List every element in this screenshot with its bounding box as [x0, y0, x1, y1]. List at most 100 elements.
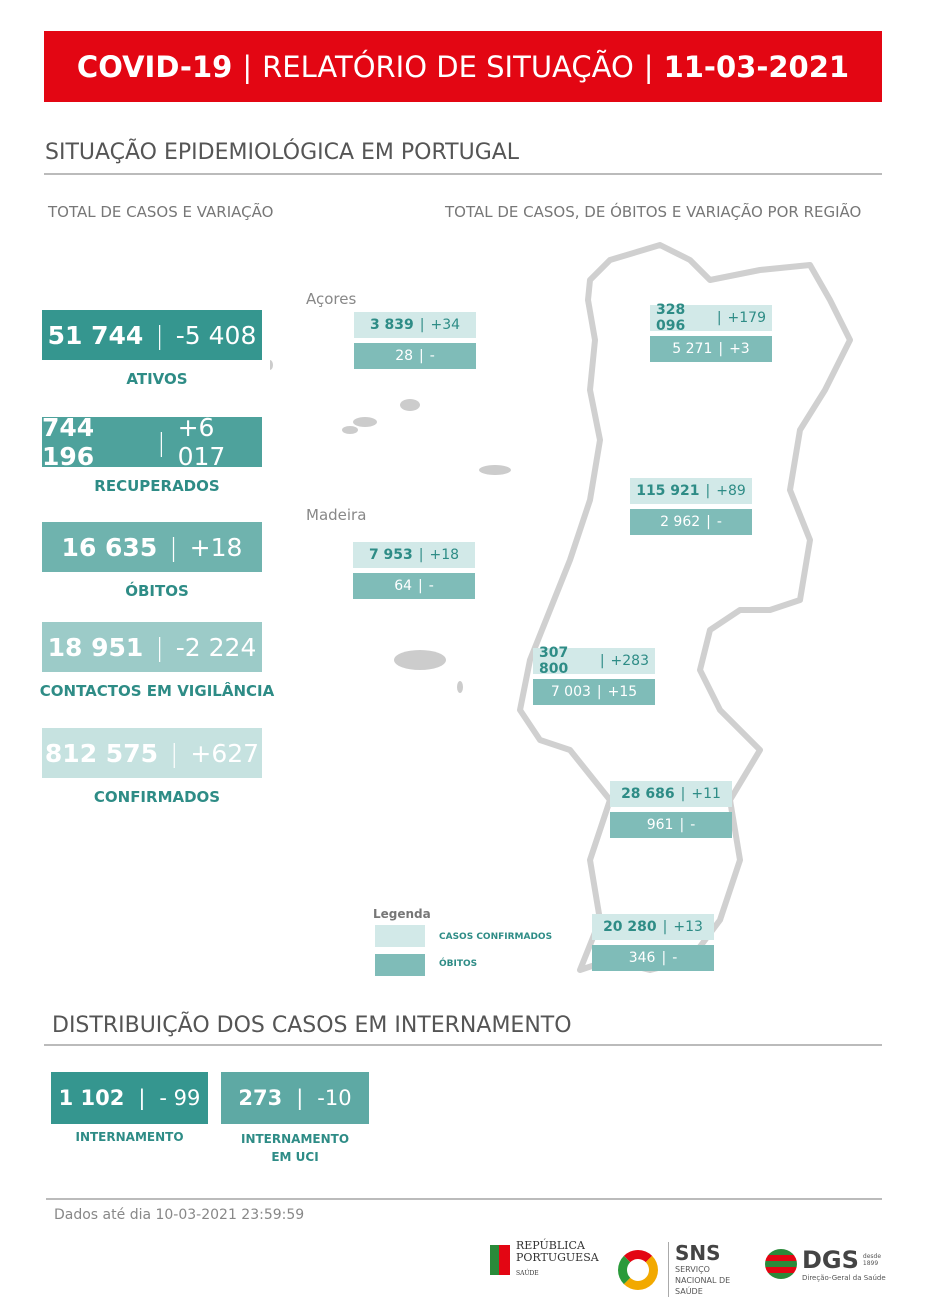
kpi-value: 812 575	[44, 738, 158, 768]
region-cases: 20 280 | +13	[592, 914, 714, 940]
cases-value: 115 921	[636, 483, 700, 499]
sep: |	[157, 427, 166, 457]
kpi-box: 51 744 | -5 408	[42, 310, 262, 360]
deaths-delta: +15	[607, 684, 638, 700]
cases-delta: +34	[430, 317, 461, 333]
legend-label-deaths: ÓBITOS	[439, 959, 478, 969]
hosp-value: 1 102	[58, 1086, 125, 1110]
hosp-label-1: INTERNAMENTO	[75, 1130, 184, 1144]
sns-ring-icon	[618, 1249, 658, 1290]
cases-delta: +283	[610, 653, 649, 669]
flag-icon	[490, 1245, 510, 1275]
divider	[44, 173, 882, 175]
cases-value: 28 686	[621, 786, 675, 802]
region-deaths: 64 | -	[353, 573, 475, 599]
kpi-box: 16 635 | +18	[42, 522, 262, 572]
kpi-box: 812 575 | +627	[42, 728, 262, 778]
kpi-label: CONTACTOS EM VIGILÂNCIA	[39, 682, 275, 700]
region-deaths: 28 | -	[354, 343, 476, 369]
cases-delta: +13	[673, 919, 703, 935]
region-deaths: 7 003 | +15	[533, 679, 655, 705]
kpi-box: 744 196 | +6 017	[42, 413, 262, 471]
hosp-label-2: EM UCI	[271, 1150, 319, 1164]
deaths-delta: +3	[729, 341, 750, 357]
legend-title: Legenda	[373, 907, 431, 921]
kpi-label: ÓBITOS	[125, 582, 189, 600]
legend-swatch-deaths	[375, 954, 425, 976]
cases-delta: +179	[727, 310, 766, 326]
data-timestamp: Dados até dia 10-03-2021 23:59:59	[54, 1207, 305, 1223]
logo-dgs: DGS desde 1899 Direção-Geral da Saúde	[765, 1246, 886, 1282]
dgs-globe-icon	[765, 1249, 797, 1279]
deaths-value: 28	[395, 348, 414, 364]
left-subtitle: TOTAL DE CASOS E VARIAÇÃO	[48, 203, 274, 221]
kpi-box: 18 951 | -2 224	[42, 622, 262, 672]
sep: |	[169, 532, 178, 562]
region-cases: 7 953 | +18	[353, 542, 475, 568]
section-title: SITUAÇÃO EPIDEMIOLÓGICA EM PORTUGAL	[45, 140, 520, 165]
region-deaths: 5 271 | +3	[650, 336, 772, 362]
legend-swatch-confirmed	[375, 925, 425, 947]
deaths-value: 7 003	[550, 684, 591, 700]
cases-value: 20 280	[603, 919, 657, 935]
deaths-delta: -	[429, 348, 435, 364]
sep: |	[643, 49, 654, 84]
sns-sub: SERVIÇO NACIONAL DE SAÚDE	[675, 1265, 731, 1296]
sep: |	[155, 320, 164, 350]
deaths-value: 5 271	[672, 341, 713, 357]
right-subtitle: TOTAL DE CASOS, DE ÓBITOS E VARIAÇÃO POR…	[445, 203, 862, 221]
legend-label-confirmed: CASOS CONFIRMADOS	[439, 932, 553, 942]
kpi-value: 18 951	[47, 632, 144, 662]
deaths-delta: -	[690, 817, 696, 833]
sep: |	[242, 49, 253, 84]
kpi-value: 51 744	[47, 320, 144, 350]
cases-delta: +11	[691, 786, 721, 802]
deaths-delta: -	[716, 514, 722, 530]
cases-delta: +18	[429, 547, 460, 563]
dgs-since: desde 1899	[862, 1253, 882, 1267]
logo-sns: SNS SERVIÇO NACIONAL DE SAÚDE	[618, 1242, 750, 1297]
region-deaths: 2 962 | -	[630, 509, 752, 535]
region-cases: 28 686 | +11	[610, 781, 732, 807]
kpi-delta: -5 408	[175, 320, 257, 350]
portugal-map	[270, 242, 853, 973]
deaths-delta: -	[672, 950, 678, 966]
dgs-text: DGS	[802, 1246, 859, 1274]
cases-delta: +89	[716, 483, 746, 499]
region-cases: 3 839 | +34	[354, 312, 476, 338]
kpi-delta: -2 224	[175, 632, 257, 662]
hosp-delta: - 99	[159, 1086, 201, 1110]
hosp-box: 273 | -10	[221, 1072, 369, 1124]
cases-value: 3 839	[369, 317, 414, 333]
sep: |	[296, 1086, 304, 1110]
region-deaths: 961 | -	[610, 812, 732, 838]
dgs-sub: Direção-Geral da Saúde	[802, 1274, 886, 1282]
logo-republica-portuguesa: REPÚBLICA PORTUGUESA SAÚDE	[490, 1239, 599, 1280]
hosp-label: INTERNAMENTO EM UCI	[221, 1132, 369, 1164]
cases-value: 307 800	[539, 645, 569, 677]
deaths-value: 2 962	[660, 514, 701, 530]
hosp-box: 1 102 | - 99	[51, 1072, 208, 1124]
rp-text: REPÚBLICA PORTUGUESA	[516, 1239, 599, 1264]
cases-value: 328 096	[656, 302, 686, 334]
section2-title: DISTRIBUIÇÃO DOS CASOS EM INTERNAMENTO	[52, 1013, 572, 1038]
header-title: COVID-19	[76, 49, 233, 84]
sns-text: SNS	[675, 1241, 721, 1265]
rp-sub: SAÚDE	[516, 1270, 539, 1277]
deaths-value: 961	[646, 817, 674, 833]
kpi-label: RECUPERADOS	[94, 477, 220, 495]
region-cases: 115 921 | +89	[630, 478, 752, 504]
region-deaths: 346 | -	[592, 945, 714, 971]
hosp-value: 273	[238, 1086, 283, 1110]
header-banner: COVID-19 | RELATÓRIO DE SITUAÇÃO | 11-03-2…	[44, 31, 882, 102]
hosp-label: INTERNAMENTO	[51, 1130, 208, 1148]
region-name-madeira: Madeira	[306, 506, 367, 524]
hosp-delta: -10	[317, 1086, 352, 1110]
kpi-delta: +6 017	[177, 413, 226, 471]
sep: |	[155, 632, 164, 662]
header-subtitle: RELATÓRIO DE SITUAÇÃO	[262, 49, 634, 84]
deaths-delta: -	[428, 578, 434, 594]
header-date: 11-03-2021	[663, 49, 850, 84]
region-cases: 328 096 | +179	[650, 302, 772, 334]
divider	[46, 1198, 882, 1200]
